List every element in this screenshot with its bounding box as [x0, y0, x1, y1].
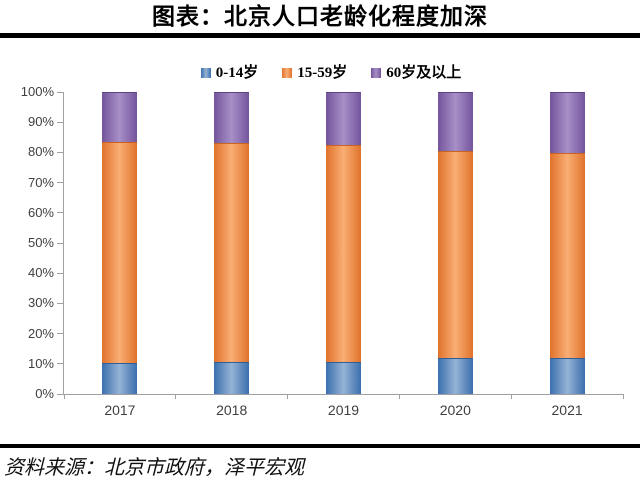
bar-segment-0-14岁: [549, 358, 585, 394]
bar-segment-60岁及以上: [102, 92, 138, 142]
bottom-rule: [0, 444, 640, 448]
bar-segment-60岁及以上: [437, 92, 473, 152]
bar-segment-0-14岁: [214, 362, 250, 394]
bar-segment-60岁及以上: [326, 92, 361, 145]
y-axis-label: 0%: [35, 386, 54, 401]
x-axis-tick: [175, 394, 177, 399]
y-axis-tick: [57, 302, 63, 304]
bar-segment-15-59岁: [214, 143, 250, 363]
bar-segment-15-59岁: [549, 153, 585, 359]
y-axis-tick: [57, 151, 63, 153]
y-axis-tick: [57, 182, 63, 184]
legend-marker-icon: [371, 68, 382, 78]
bar-segment-15-59岁: [326, 144, 361, 363]
x-axis-label: 2020: [439, 402, 471, 418]
legend-label: 0-14岁: [215, 65, 259, 81]
y-axis-tick: [57, 121, 63, 123]
y-axis-tick: [57, 242, 63, 244]
y-axis-tick: [57, 333, 63, 335]
x-axis-tick: [63, 394, 65, 399]
y-axis-tick: [57, 212, 63, 214]
plot-area: 0% 10% 20% 30% 40% 50% 60% 70% 80% 90% 100% 2017 201…: [21, 84, 624, 418]
legend-marker-icon: [200, 68, 211, 78]
y-axis-label: 60%: [27, 204, 54, 220]
y-axis-tick: [57, 393, 63, 395]
chart-legend: 0-14岁 15-59岁 60岁及以上: [11, 64, 640, 82]
x-axis-label: 2018: [216, 402, 248, 418]
bar-segment-0-14岁: [326, 362, 361, 394]
legend-marker-icon: [282, 68, 293, 78]
y-axis-label: 30%: [27, 295, 54, 311]
y-axis-label: 80%: [27, 144, 54, 160]
y-axis-label: 90%: [27, 114, 54, 130]
x-axis-tick: [622, 394, 624, 399]
bar-segment-60岁及以上: [214, 92, 250, 144]
bar-segment-60岁及以上: [549, 92, 585, 154]
x-axis-label: 2019: [327, 402, 360, 418]
legend-item-0: 0-14岁: [200, 64, 259, 82]
y-axis-label: 40%: [27, 265, 54, 281]
y-axis-tick: [57, 272, 63, 274]
bar-segment-15-59岁: [437, 151, 473, 359]
x-axis-label: 2021: [551, 402, 583, 418]
y-axis-tick: [57, 363, 63, 365]
y-axis-label: 70%: [27, 174, 54, 190]
y-axis-label: 20%: [27, 325, 54, 341]
bar-segment-15-59岁: [102, 141, 138, 363]
bar-segment-0-14岁: [437, 358, 473, 394]
legend-item-2: 60岁及以上: [371, 64, 461, 82]
legend-item-1: 15-59岁: [282, 64, 347, 82]
x-axis-tick: [287, 394, 289, 399]
legend-label: 60岁及以上: [386, 65, 462, 81]
chart-title: 图表：北京人口老龄化程度加深: [152, 4, 488, 29]
x-axis-tick: [398, 394, 400, 399]
y-axis-tick: [57, 91, 63, 93]
source-note: 资料来源：北京市政府，泽平宏观: [4, 457, 304, 479]
bar-segment-0-14岁: [102, 362, 138, 394]
legend-label: 15-59岁: [297, 65, 348, 81]
top-rule: [0, 33, 640, 38]
x-axis-tick: [510, 394, 512, 399]
x-axis-label: 2017: [104, 402, 136, 418]
y-axis-label: 50%: [27, 235, 54, 250]
y-axis-label: 10%: [27, 355, 54, 371]
y-axis-label: 100%: [20, 84, 54, 99]
